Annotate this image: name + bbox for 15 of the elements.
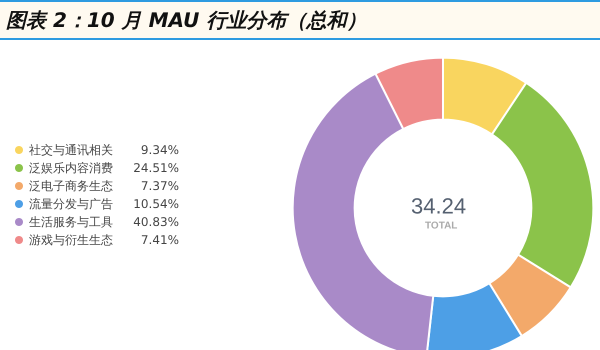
data-label: 40.83% bbox=[133, 215, 179, 229]
legend-label: 泛电子商务生态 bbox=[29, 179, 113, 193]
text: TOTAL bbox=[425, 220, 458, 232]
chart-title: 图表 2：10 月 MAU 行业分布（总和） bbox=[0, 0, 600, 40]
legend-label: 生活服务与工具 bbox=[29, 215, 113, 229]
data-label: 7.41% bbox=[140, 233, 179, 247]
data-label: 24.51% bbox=[133, 161, 179, 175]
text: 34.24 bbox=[411, 194, 466, 218]
legend-label: 泛娱乐内容消费 bbox=[29, 161, 113, 175]
legend-label: 流量分发与广告 bbox=[29, 197, 113, 211]
legend-label: 游戏与衍生生态 bbox=[29, 233, 113, 247]
data-label: 9.34% bbox=[140, 143, 179, 157]
legend-label: 社交与通讯相关 bbox=[29, 143, 113, 157]
data-label: 10.54% bbox=[133, 197, 179, 211]
data-label: 7.37% bbox=[140, 179, 179, 193]
